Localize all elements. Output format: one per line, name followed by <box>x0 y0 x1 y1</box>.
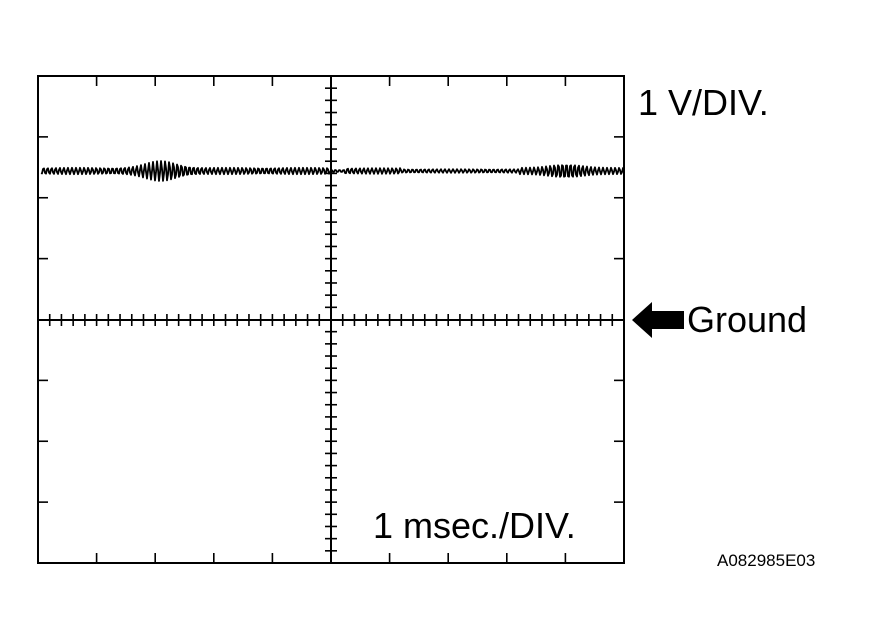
signal-waveform <box>40 160 625 182</box>
time-per-division-label: 1 msec./DIV. <box>373 505 576 546</box>
figure-code: A082985E03 <box>717 551 816 570</box>
ground-label: Ground <box>687 299 808 340</box>
volts-per-division-label: 1 V/DIV. <box>638 82 769 123</box>
left-arrow-icon <box>632 302 684 338</box>
